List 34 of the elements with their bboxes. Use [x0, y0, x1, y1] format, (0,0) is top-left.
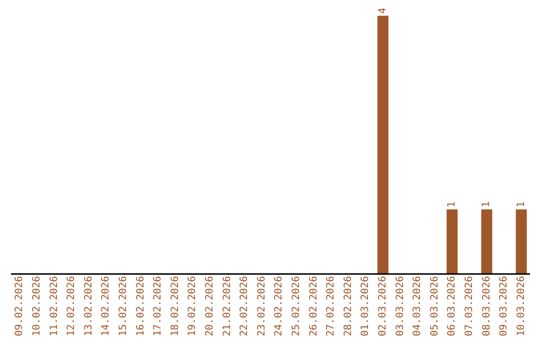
- x-tick-label: 28.02.2026: [342, 276, 354, 336]
- x-tick-label: 02.03.2026: [377, 276, 388, 336]
- x-tick-label: 03.03.2026: [394, 276, 406, 336]
- x-tick-label: 11.02.2026: [48, 276, 60, 336]
- x-tick-label: 08.03.2026: [481, 276, 492, 336]
- x-tick-label: 26.02.2026: [308, 276, 320, 336]
- x-tick-label: 04.03.2026: [412, 276, 424, 336]
- x-tick-label: 25.02.2026: [290, 276, 302, 336]
- x-tick-label: 16.02.2026: [135, 276, 146, 336]
- x-tick-label: 05.03.2026: [429, 276, 440, 336]
- data-label: 4: [377, 8, 388, 14]
- x-tick-label: 13.02.2026: [83, 276, 94, 336]
- data-label: 1: [446, 201, 458, 208]
- x-tick-label: 18.02.2026: [170, 276, 181, 336]
- x-tick-label: 21.02.2026: [222, 276, 233, 336]
- x-tick-label: 06.03.2026: [446, 276, 458, 336]
- x-tick-label: 19.02.2026: [187, 276, 198, 336]
- x-tick-label: 23.02.2026: [256, 276, 268, 336]
- x-tick-label: 15.02.2026: [118, 276, 129, 336]
- x-tick-label: 27.02.2026: [326, 276, 337, 336]
- data-label: 1: [516, 201, 527, 208]
- x-tick-label: 12.02.2026: [66, 276, 78, 336]
- x-tick-label: 24.02.2026: [274, 276, 285, 336]
- x-tick-label: 01.03.2026: [360, 276, 372, 336]
- x-tick-label: 10.03.2026: [516, 276, 527, 336]
- x-tick-label: 20.02.2026: [204, 276, 216, 336]
- x-tick-label: 14.02.2026: [100, 276, 112, 336]
- x-tick-label: 10.02.2026: [31, 276, 42, 336]
- x-tick-label: 09.02.2026: [14, 276, 26, 336]
- x-tick-label: 09.03.2026: [498, 276, 510, 336]
- x-tick-label: 17.02.2026: [152, 276, 164, 336]
- x-tick-label: 07.03.2026: [464, 276, 475, 336]
- data-label: 1: [481, 201, 492, 208]
- x-tick-label: 22.02.2026: [239, 276, 250, 336]
